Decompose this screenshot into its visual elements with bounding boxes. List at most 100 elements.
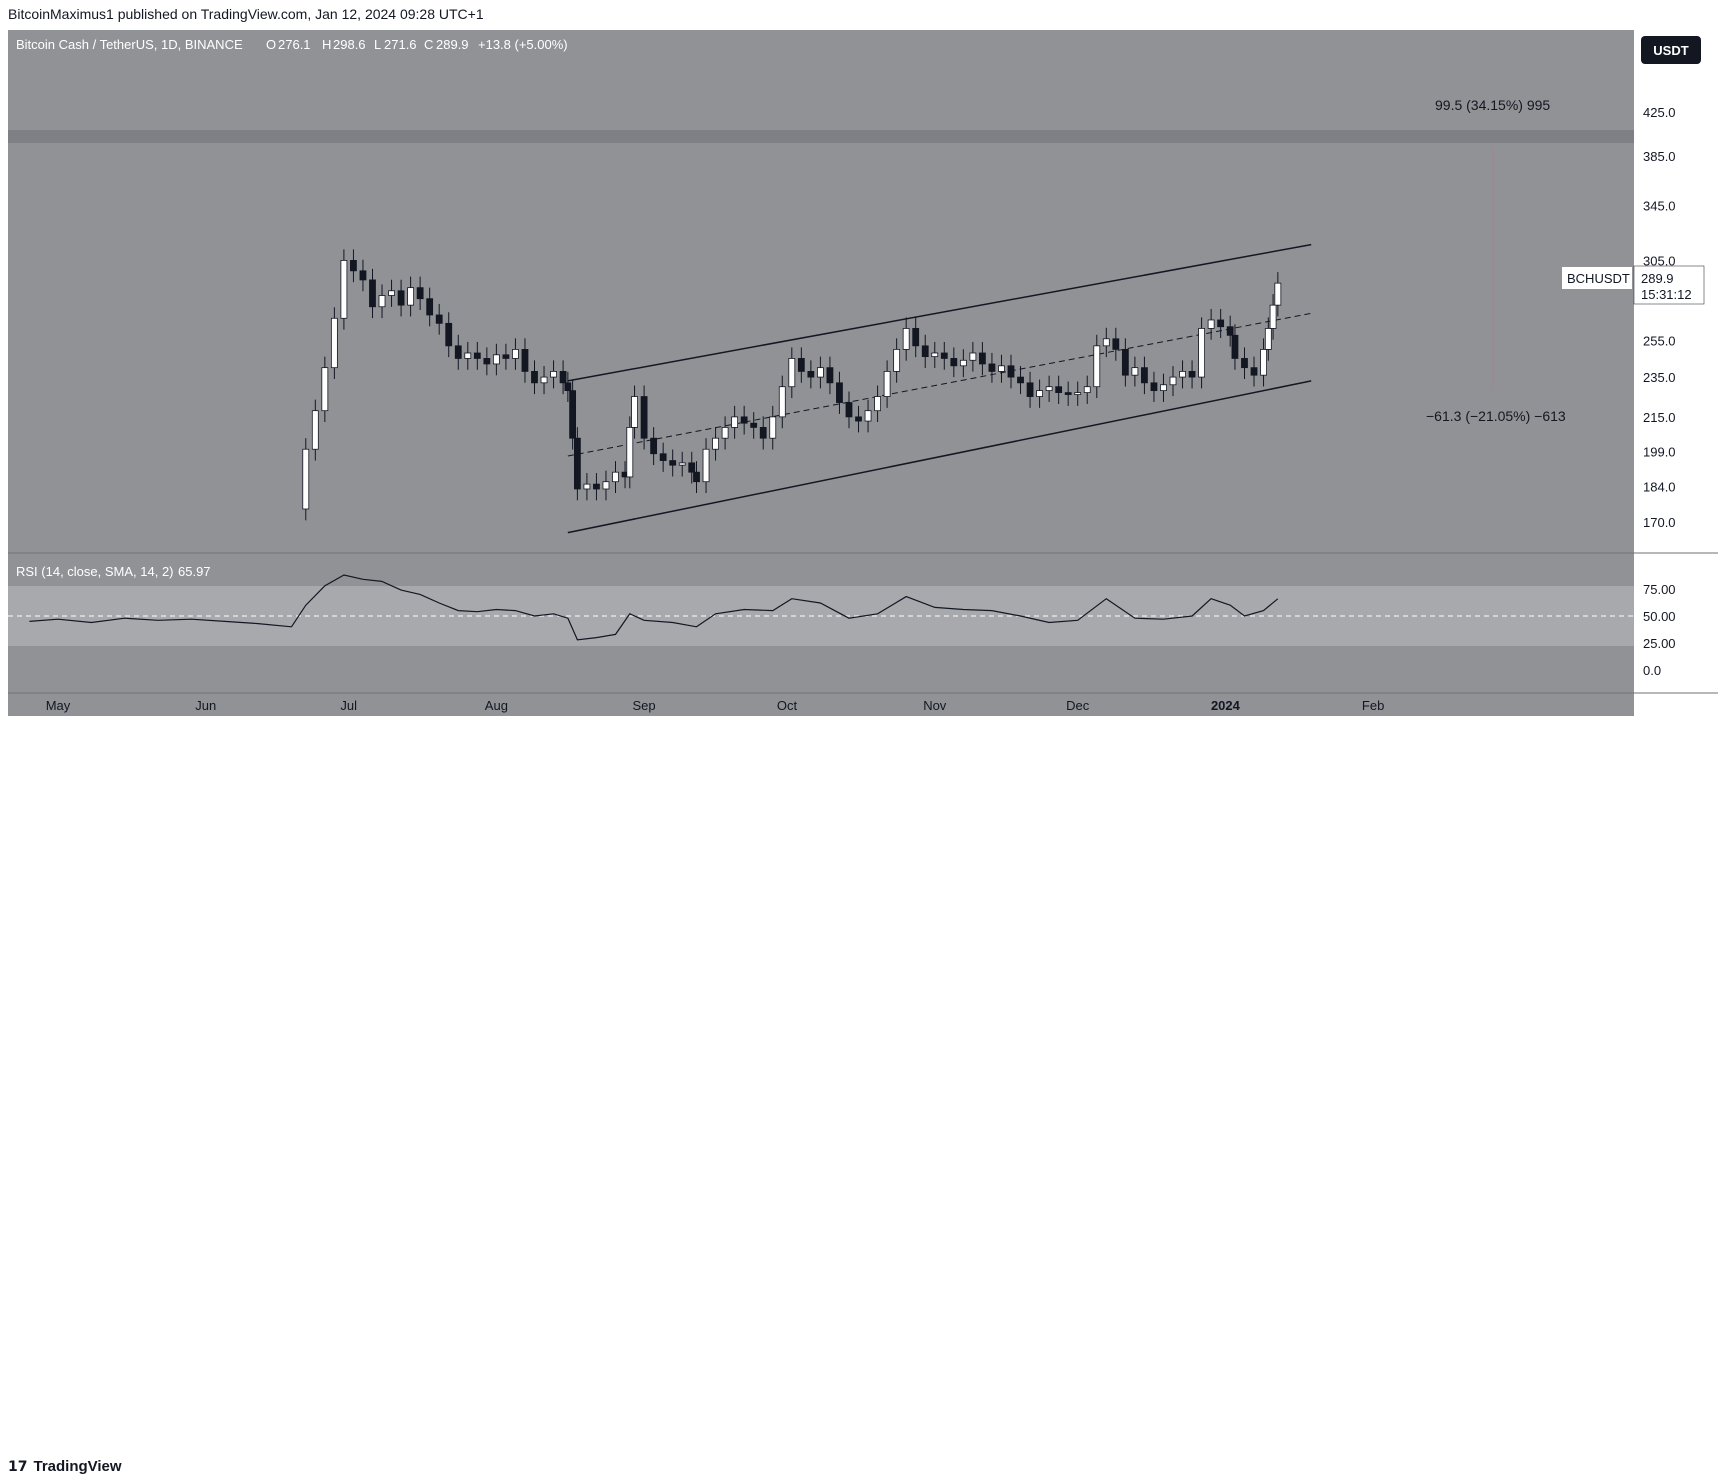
candle-up <box>1036 390 1043 397</box>
ohlc-low-label: L <box>374 37 381 52</box>
candle-up <box>1093 345 1101 388</box>
candle-up <box>602 481 610 490</box>
candle-up <box>893 349 901 372</box>
candle-up <box>874 396 881 412</box>
symbol-legend[interactable]: Bitcoin Cash / TetherUS, 1D, BINANCE <box>16 37 243 52</box>
price-tick-label: 235.0 <box>1643 370 1676 385</box>
candle-down <box>1226 326 1234 336</box>
candle-down <box>593 483 600 490</box>
candle-down <box>659 453 667 461</box>
candle-up <box>512 349 519 359</box>
price-tag-value: 289.9 <box>1641 271 1674 286</box>
candle-down <box>950 358 958 367</box>
price-tick-label: 184.0 <box>1643 480 1676 495</box>
candle-down <box>1150 382 1158 392</box>
rsi-tick-label: 25.00 <box>1643 636 1676 651</box>
candle-down <box>797 358 805 372</box>
candle-down <box>1064 392 1072 395</box>
rsi-line <box>29 574 1279 641</box>
channel-middle-line[interactable] <box>567 312 1312 457</box>
rsi-tick-label: 50.00 <box>1643 609 1676 624</box>
time-tick-label: Sep <box>633 698 656 713</box>
candle-down <box>979 352 986 365</box>
candle-up <box>378 295 386 308</box>
candle-up <box>583 483 591 490</box>
candle-down <box>426 298 434 316</box>
candle-up <box>998 365 1005 372</box>
candle-down <box>1007 365 1015 378</box>
ohlc-change: +13.8 (+5.00%) <box>478 37 568 52</box>
candle-down <box>759 427 767 439</box>
footer: 17 TradingView <box>0 716 1718 1475</box>
rsi-tick-label: 0.0 <box>1643 663 1661 678</box>
ohlc-open-value: 276.1 <box>278 37 311 52</box>
candle-down <box>573 437 581 490</box>
publisher-line: BitcoinMaximus1 published on TradingView… <box>8 6 484 22</box>
ticker-tag-box <box>1562 267 1632 289</box>
currency-badge[interactable] <box>1641 36 1701 64</box>
candle-down <box>1121 349 1129 376</box>
candle-up <box>612 471 619 483</box>
candle-down <box>369 279 376 308</box>
candle-up <box>864 410 872 422</box>
rsi-legend[interactable]: RSI (14, close, SMA, 14, 2) <box>16 564 174 579</box>
candle-up <box>902 328 910 350</box>
channel-upper-line[interactable] <box>567 243 1312 382</box>
candle-down <box>569 390 577 439</box>
candle-down <box>1231 334 1239 359</box>
rsi-legend-value: 65.97 <box>178 564 211 579</box>
candle-up <box>340 260 348 319</box>
candle-down <box>416 287 424 300</box>
candle-down <box>940 352 948 359</box>
candle-down <box>1217 319 1225 328</box>
candle-down <box>1026 382 1034 397</box>
candle-down <box>564 382 572 392</box>
candle-down <box>740 416 748 424</box>
candle-down <box>650 437 658 455</box>
currency-label: USDT <box>1653 43 1688 58</box>
price-tick-label: 305.0 <box>1643 253 1676 268</box>
time-tick-label: Dec <box>1066 698 1090 713</box>
time-tick-label: Jun <box>195 698 216 713</box>
ohlc-open-label: O <box>266 37 276 52</box>
resistance-zone <box>8 130 1634 143</box>
time-tick-label: 2024 <box>1211 698 1241 713</box>
candle-up <box>388 290 395 296</box>
time-tick-label: Aug <box>485 698 508 713</box>
tradingview-logo[interactable]: 17 TradingView <box>8 1458 122 1475</box>
ohlc-close-value: 289.9 <box>436 37 469 52</box>
candle-down <box>750 422 758 428</box>
candle-up <box>1269 304 1277 329</box>
price-tick-label: 385.0 <box>1643 149 1676 164</box>
candle-down <box>350 260 357 272</box>
price-tick-label: 345.0 <box>1643 198 1676 213</box>
ohlc-high-value: 298.6 <box>333 37 366 52</box>
candle-down <box>921 345 929 358</box>
channel-lower-line[interactable] <box>567 380 1312 534</box>
candle-up <box>678 462 686 466</box>
candle-down <box>688 462 696 473</box>
time-tick-label: Feb <box>1362 698 1384 713</box>
candle-up <box>883 371 891 397</box>
candle-up <box>1179 371 1186 378</box>
measure-up-label: 99.5 (34.15%) 995 <box>1435 97 1550 113</box>
rsi-tick-label: 75.00 <box>1643 582 1676 597</box>
top-bar: BitcoinMaximus1 published on TradingView… <box>0 0 1718 30</box>
candle-up <box>778 386 786 418</box>
candle-down <box>988 363 996 372</box>
price-axis[interactable] <box>1634 30 1718 716</box>
candle-up <box>540 376 548 384</box>
candle-down <box>559 371 567 384</box>
ohlc-high-label: H <box>322 37 331 52</box>
candle-down <box>1188 371 1196 378</box>
candle-up <box>731 416 739 428</box>
candle-down <box>693 471 700 483</box>
candle-down <box>912 328 920 347</box>
tradingview-logo-icon: 17 <box>8 1458 28 1475</box>
candle-down <box>640 396 648 439</box>
time-tick-label: Oct <box>777 698 798 713</box>
candle-up <box>1045 386 1053 392</box>
candle-up <box>321 367 329 412</box>
candle-up <box>788 358 796 388</box>
chart-svg[interactable]: Bitcoin Cash / TetherUS, 1D, BINANCE O 2… <box>0 0 1718 716</box>
